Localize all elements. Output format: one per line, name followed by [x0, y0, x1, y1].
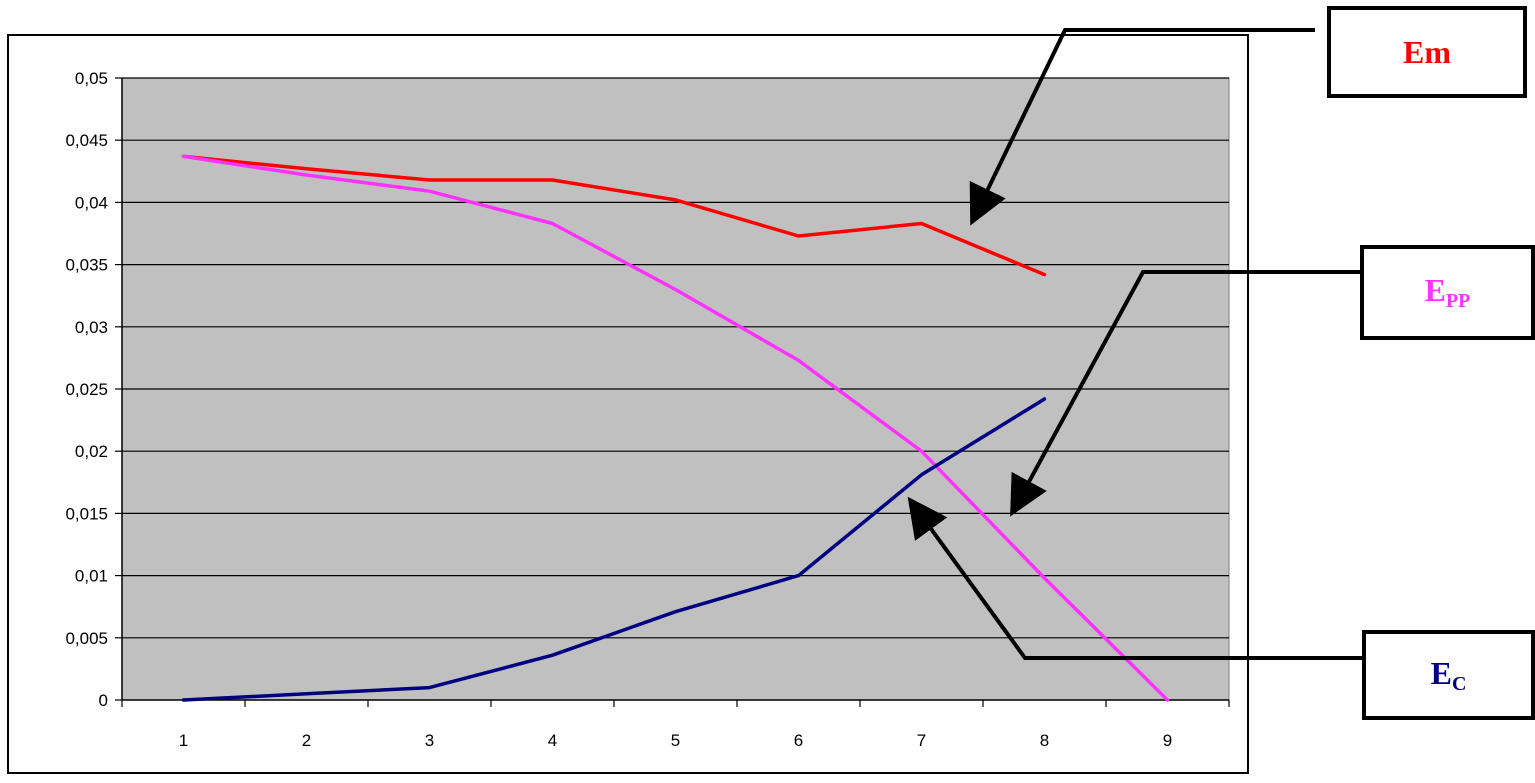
label-box-ec: EC	[1362, 630, 1535, 720]
x-tick-label: 9	[1163, 731, 1172, 750]
pointer-ec	[907, 496, 1362, 660]
y-tick-label: 0,01	[75, 567, 108, 586]
y-tick-label: 0,02	[75, 442, 108, 461]
label-epp-text: EPP	[1424, 272, 1471, 312]
series-layer	[181, 154, 1170, 702]
x-tick-label: 5	[671, 731, 680, 750]
x-tick-label: 4	[548, 731, 557, 750]
x-tick-label: 2	[302, 731, 311, 750]
pointer-epp	[1010, 270, 1360, 517]
label-box-em: Em	[1327, 6, 1527, 98]
y-tick-label: 0,03	[75, 318, 108, 337]
y-tick-label: 0,025	[65, 380, 108, 399]
y-tick-label: 0,015	[65, 504, 108, 523]
axes: 0 0,005 0,01 0,015 0,02 0,025 0,03 0,035 0,04 0,0…	[65, 69, 1230, 750]
x-tick-label: 3	[425, 731, 434, 750]
y-tick-label: 0,035	[65, 256, 108, 275]
pointer-arrows	[907, 28, 1362, 660]
y-tick-label: 0,05	[75, 69, 108, 88]
x-tick-label: 7	[917, 731, 926, 750]
label-box-epp: EPP	[1360, 245, 1535, 340]
y-tick-label: 0	[99, 691, 108, 710]
y-tick-label: 0,04	[75, 193, 108, 212]
series-line-1	[181, 154, 1047, 277]
label-ec-text: EC	[1430, 654, 1467, 695]
label-em-text: Em	[1403, 33, 1451, 70]
y-tick-label: 0,045	[65, 131, 108, 150]
pointer-em	[969, 28, 1315, 226]
x-tick-label: 8	[1040, 731, 1049, 750]
x-tick-label: 1	[179, 731, 188, 750]
series-line-3	[181, 397, 1047, 702]
x-tick-label: 6	[794, 731, 803, 750]
series-line-2	[181, 154, 1170, 702]
y-tick-label: 0,005	[65, 629, 108, 648]
